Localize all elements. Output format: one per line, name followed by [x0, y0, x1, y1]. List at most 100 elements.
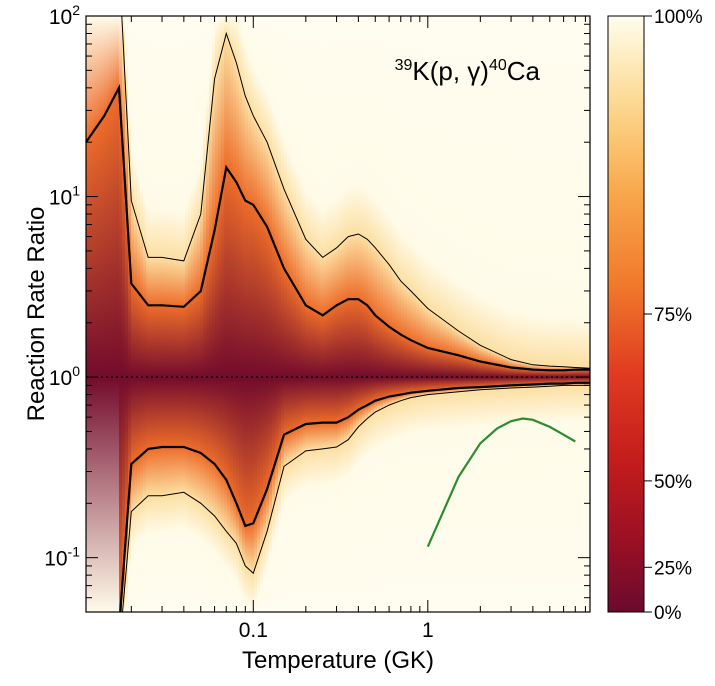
density-strip [125, 16, 129, 612]
density-strip [254, 16, 258, 612]
density-strip [107, 16, 111, 612]
density-strip [296, 16, 300, 612]
density-strip [377, 16, 381, 612]
density-strip [146, 16, 150, 612]
density-strip [119, 16, 123, 612]
density-strip [224, 16, 228, 612]
density-strip [266, 16, 270, 612]
density-strip [233, 16, 237, 612]
colorbar-label: 75% [654, 305, 692, 326]
density-strip [509, 16, 513, 612]
density-strip [581, 16, 585, 612]
x-tick-label: 0.1 [239, 619, 268, 642]
density-strip [548, 16, 552, 612]
density-strip [362, 16, 366, 612]
density-strip [389, 16, 393, 612]
density-strip [293, 16, 297, 612]
y-tick-label: 10-1 [44, 544, 80, 571]
density-strip [539, 16, 543, 612]
density-strip [218, 16, 222, 612]
density-strip [185, 16, 189, 612]
density-strip [191, 16, 195, 612]
density-strip [284, 16, 288, 612]
density-strip [197, 16, 201, 612]
density-strip [275, 16, 279, 612]
density-strip [248, 16, 252, 612]
density-strip [305, 16, 309, 612]
density-strip [128, 16, 132, 612]
density-strip [365, 16, 369, 612]
density-strip [578, 16, 582, 612]
density-strip [374, 16, 378, 612]
density-strip [260, 16, 264, 612]
density-strip [347, 16, 351, 612]
density-strip [155, 16, 159, 612]
density-strip [212, 16, 216, 612]
density-strip [167, 16, 171, 612]
axis-tick-labels: 0.1 1 10-1 100 101 102 [44, 2, 433, 642]
density-strip [269, 16, 273, 612]
density-strip [461, 16, 465, 612]
density-strip [131, 16, 135, 612]
density-strip [236, 16, 240, 612]
density-strip [416, 16, 420, 612]
density-strip [563, 16, 567, 612]
density-strip [521, 16, 525, 612]
density-strip [470, 16, 474, 612]
density-strip [359, 16, 363, 612]
density-strip [386, 16, 390, 612]
density-strip [113, 16, 117, 612]
plot-content [86, 16, 590, 612]
colorbar-labels: 100% 75% 50% 25% 0% [654, 7, 703, 624]
density-strip [479, 16, 483, 612]
density-strip [407, 16, 411, 612]
density-strip [464, 16, 468, 612]
density-strip [515, 16, 519, 612]
density-strip [245, 16, 249, 612]
density-strip [368, 16, 372, 612]
density-strip [164, 16, 168, 612]
density-strip [518, 16, 522, 612]
density-strip [311, 16, 315, 612]
density-strip [482, 16, 486, 612]
density-strip [569, 16, 573, 612]
density-strip [329, 16, 333, 612]
percentile-84-line [86, 83, 590, 372]
density-strip [341, 16, 345, 612]
density-strip [335, 16, 339, 612]
density-strip [497, 16, 501, 612]
density-strip [545, 16, 549, 612]
density-strip [140, 16, 144, 612]
reaction-label: 39K(p, γ)40Ca [395, 56, 541, 86]
density-strip [299, 16, 303, 612]
density-strip [512, 16, 516, 612]
density-strip [542, 16, 546, 612]
density-strip [242, 16, 246, 612]
density-strip [206, 16, 210, 612]
density-strip [560, 16, 564, 612]
density-strip [95, 16, 99, 612]
density-strip [452, 16, 456, 612]
density-strip [98, 16, 102, 612]
colorbar-label: 0% [654, 603, 682, 624]
density-strip [104, 16, 108, 612]
x-tick-label: 1 [422, 619, 434, 642]
density-strip [215, 16, 219, 612]
density-strip [182, 16, 186, 612]
density-strip [200, 16, 204, 612]
density-strip [419, 16, 423, 612]
density-strip [188, 16, 192, 612]
density-strip [332, 16, 336, 612]
density-strip [353, 16, 357, 612]
density-strip [551, 16, 555, 612]
density-strip [203, 16, 207, 612]
density-strip [446, 16, 450, 612]
density-strip [395, 16, 399, 612]
density-strip [251, 16, 255, 612]
density-strip [278, 16, 282, 612]
y-axis-title: Reaction Rate Ratio [23, 207, 50, 422]
density-strip [380, 16, 384, 612]
density-strip [122, 16, 126, 612]
density-strip [566, 16, 570, 612]
